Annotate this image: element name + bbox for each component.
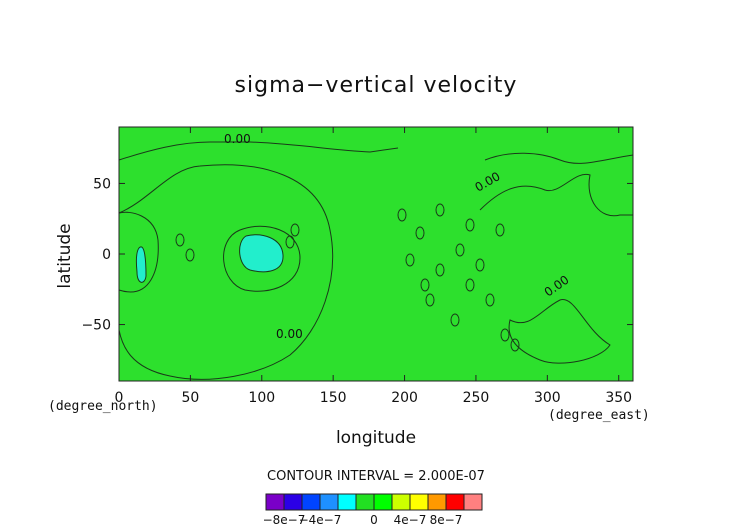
contour-cell — [450, 313, 460, 327]
x-tick-label: 250 — [463, 390, 490, 406]
contour-cell — [485, 293, 495, 307]
colorbar-tick-label: 8e−7 — [430, 513, 463, 527]
x-tick-label: 300 — [534, 390, 561, 406]
colorbar-swatch — [445, 493, 465, 511]
negative-region-west — [135, 246, 147, 283]
x-tick-label: 150 — [320, 390, 347, 406]
colorbar-swatch — [283, 493, 303, 511]
y-tick-label: −50 — [81, 318, 111, 334]
axes: 0 50 100 150 200 250 300 350 −50 0 50 — [81, 127, 633, 406]
colorbar-swatch — [391, 493, 411, 511]
contour-cell — [397, 208, 407, 222]
contour-line-inner — [118, 211, 159, 293]
contour-cell — [500, 328, 510, 342]
colorbar-swatch — [355, 493, 375, 511]
chart-title: sigma−vertical velocity — [235, 73, 518, 98]
plot-area: 0.000.000.000.00 — [118, 126, 634, 382]
colorbar-swatch — [409, 493, 429, 511]
contour-cell — [465, 218, 475, 232]
contour-cell — [420, 278, 430, 292]
y-tick-label: 0 — [102, 247, 111, 263]
contour-cell — [175, 233, 185, 247]
contour-cell — [475, 258, 485, 272]
x-tick-label: 50 — [181, 390, 199, 406]
y-units-label: (degree_north) — [48, 399, 158, 414]
x-tick-label: 100 — [248, 390, 275, 406]
x-axis-label: longitude — [336, 428, 416, 448]
colorbar-swatch — [373, 493, 393, 511]
colorbar-swatch — [337, 493, 357, 511]
colorbar-tick-label: 0 — [370, 513, 378, 527]
contour-cell — [435, 263, 445, 277]
colorbar-swatch — [301, 493, 321, 511]
colorbar-swatch — [463, 493, 483, 511]
contour-cell — [415, 226, 425, 240]
x-tick-label: 200 — [391, 390, 418, 406]
contour-cell — [425, 293, 435, 307]
contour-cell — [285, 235, 295, 249]
colorbar-tick-label: −8e−7 — [263, 513, 306, 527]
field-background — [119, 127, 633, 381]
contour-line-east — [484, 152, 634, 164]
contour-cell — [185, 248, 195, 262]
contour-line-north — [118, 141, 399, 161]
colorbar-swatch — [319, 493, 339, 511]
contour-cell — [455, 243, 465, 257]
contour-interval-text: CONTOUR INTERVAL = 2.000E-07 — [267, 469, 485, 484]
colorbar-tick-label: 4e−7 — [394, 513, 427, 527]
negative-region-center — [239, 234, 284, 273]
colorbar: −8e−7−4e−7 0 4e−7 8e−7 — [263, 493, 483, 527]
contour-cell — [290, 223, 300, 237]
contour-line-south-east — [508, 299, 611, 364]
colorbar-tick-label: −4e−7 — [299, 513, 342, 527]
contour-cell — [495, 223, 505, 237]
y-axis-label: latitude — [55, 223, 75, 288]
contour-cell — [465, 278, 475, 292]
contour-label: 0.00 — [276, 327, 303, 341]
y-tick-label: 50 — [93, 176, 111, 192]
contour-cell — [510, 338, 520, 352]
contour-label: 0.00 — [224, 132, 251, 146]
colorbar-swatch — [427, 493, 447, 511]
x-tick-label: 350 — [605, 390, 632, 406]
x-tick-label: 0 — [115, 390, 124, 406]
x-units-label: (degree_east) — [548, 408, 650, 423]
contour-cell — [405, 253, 415, 267]
colorbar-swatch — [265, 493, 285, 511]
contour-line-west — [118, 164, 334, 380]
contour-line-east-2 — [479, 173, 633, 217]
contour-line-center — [223, 225, 301, 292]
contour-cell — [435, 203, 445, 217]
